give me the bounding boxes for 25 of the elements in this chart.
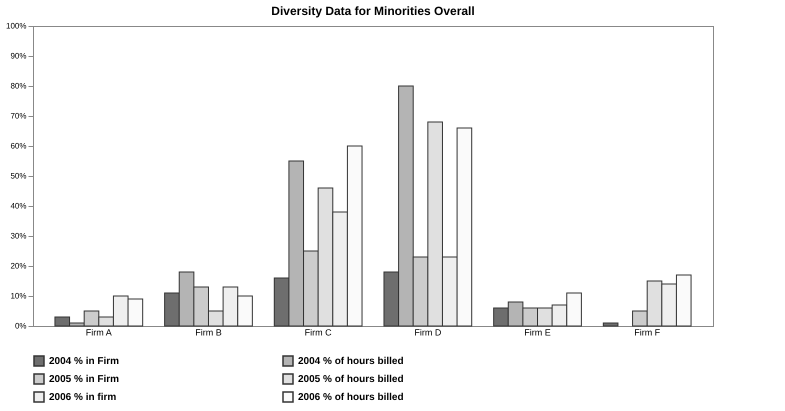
x-tick-label: Firm D	[414, 328, 442, 338]
x-tick-label: Firm F	[634, 328, 661, 338]
y-tick-label: 80%	[10, 82, 26, 90]
y-tick-label: 40%	[10, 202, 26, 210]
chart-title: Diversity Data for Minorities Overall	[271, 4, 475, 18]
legend-label: 2005 % in Firm	[49, 374, 120, 385]
y-tick-label: 70%	[10, 112, 26, 120]
x-tick-label: Firm B	[195, 328, 222, 338]
y-tick-label: 10%	[10, 292, 26, 300]
legend-label: 2006 % in firm	[49, 392, 116, 403]
x-tick-label: Firm E	[524, 328, 551, 338]
bar	[602, 322, 618, 326]
x-tick-label: Firm A	[86, 328, 112, 338]
y-tick-label: 90%	[10, 52, 26, 60]
legend-label: 2004 % of hours billed	[298, 356, 404, 367]
y-tick-label: 30%	[10, 232, 26, 240]
y-tick-label: 100%	[6, 22, 26, 30]
y-tick-label: 20%	[10, 262, 26, 270]
legend-label: 2006 % of hours billed	[298, 392, 404, 403]
legend-label: 2005 % of hours billed	[298, 374, 404, 385]
y-tick-label: 50%	[10, 172, 26, 180]
y-tick-label: 0%	[14, 322, 26, 330]
legend-label: 2004 % in Firm	[49, 356, 120, 367]
x-tick-label: Firm C	[304, 328, 332, 338]
y-tick-label: 60%	[10, 142, 26, 150]
